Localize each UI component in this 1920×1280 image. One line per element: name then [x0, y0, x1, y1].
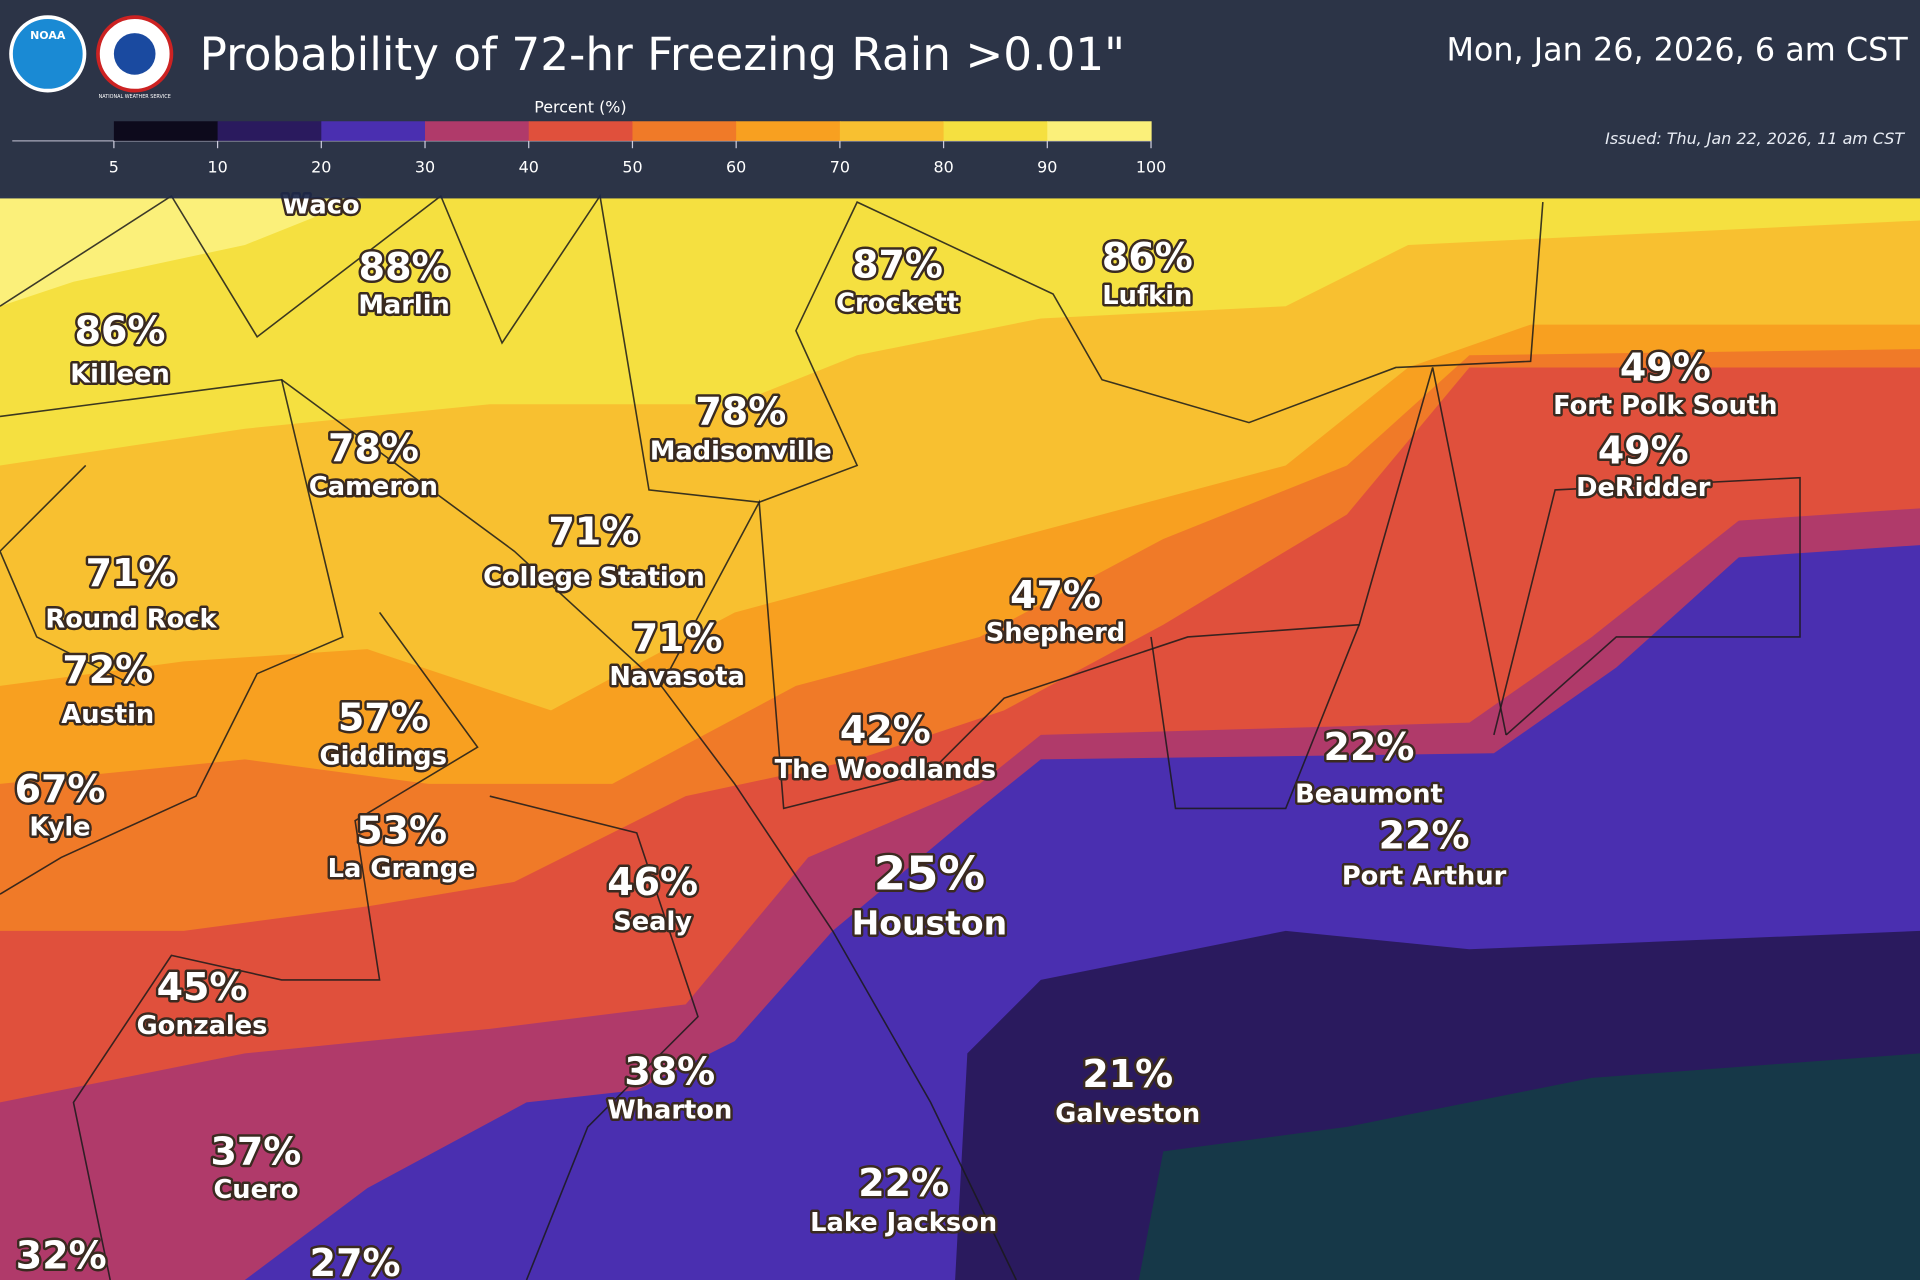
issued-time: Issued: Thu, Jan 22, 2026, 11 am CST	[1605, 129, 1905, 148]
band-90-100	[0, 195, 368, 307]
legend-swatch	[839, 121, 945, 141]
place-percent: 37%	[211, 1129, 302, 1173]
place-percent: 87%	[852, 243, 943, 287]
place-name: Cameron	[309, 472, 438, 502]
place-percent: 46%	[607, 860, 698, 904]
place-name: Navasota	[609, 662, 745, 692]
legend-tick-label: 70	[830, 157, 850, 176]
place-name: Austin	[61, 700, 154, 730]
place-percent: 45%	[157, 965, 248, 1009]
edge-label: 32%	[16, 1233, 107, 1277]
place-percent: 57%	[338, 696, 429, 740]
place-percent: 49%	[1598, 429, 1689, 473]
legend-swatch	[1047, 121, 1152, 141]
gulf-water	[1138, 1053, 1920, 1280]
place-percent: 42%	[840, 708, 931, 752]
place-name: Lake Jackson	[810, 1208, 997, 1238]
legend-swatch	[943, 121, 1048, 141]
nws-logo-center	[113, 33, 156, 75]
place-percent: 88%	[359, 245, 450, 289]
place-name: Sealy	[613, 907, 692, 937]
place-percent: 71%	[548, 510, 639, 554]
place-name: DeRidder	[1576, 473, 1711, 503]
legend: 5 10 20 30 40 50 60 70 80 90 100	[109, 121, 1166, 176]
place-name: Killeen	[70, 359, 169, 389]
place-percent: 71%	[632, 616, 723, 660]
place-percent: 22%	[1324, 725, 1415, 769]
place-name: College Station	[483, 563, 705, 593]
place-name: Giddings	[320, 741, 447, 771]
place-percent: 78%	[328, 426, 419, 470]
legend-tick-label: 80	[933, 157, 953, 176]
place-percent: 86%	[75, 309, 166, 353]
place-name: Galveston	[1055, 1099, 1200, 1129]
place-name: Fort Polk South	[1553, 391, 1777, 421]
title: Probability of 72-hr Freezing Rain >0.01…	[200, 28, 1125, 81]
edge-label: 27%	[310, 1241, 401, 1280]
place-percent: 22%	[1379, 813, 1470, 857]
place-name: The Woodlands	[775, 755, 996, 785]
legend-tick-label: 50	[622, 157, 642, 176]
place-name: Wharton	[607, 1095, 732, 1125]
legend-tick-label: 40	[519, 157, 539, 176]
legend-swatch	[217, 121, 322, 141]
place-name: Kyle	[29, 813, 90, 843]
legend-swatch	[425, 121, 530, 141]
place-percent: 53%	[356, 808, 447, 852]
legend-tick-label: 5	[109, 157, 119, 176]
place-percent: 86%	[1102, 235, 1193, 279]
legend-swatch	[736, 121, 841, 141]
legend-swatch	[321, 121, 426, 141]
header-bar	[0, 0, 1920, 199]
legend-tick-label: 10	[207, 157, 227, 176]
place-percent: 47%	[1010, 573, 1101, 617]
legend-swatch	[528, 121, 634, 141]
legend-tick-label: 90	[1037, 157, 1057, 176]
place-name: Round Rock	[45, 604, 217, 634]
noaa-logo-text: NOAA	[30, 29, 66, 42]
legend-tick-label: 60	[726, 157, 746, 176]
place-name: La Grange	[328, 854, 476, 884]
legend-tick-label: 100	[1136, 157, 1166, 176]
nws-logo-text: NATIONAL WEATHER SERVICE	[99, 94, 171, 100]
place-percent: 49%	[1620, 345, 1711, 389]
valid-time: Mon, Jan 26, 2026, 6 am CST	[1446, 30, 1908, 68]
place-name: Crockett	[836, 288, 959, 318]
place-percent: 22%	[858, 1161, 949, 1205]
legend-label: Percent (%)	[534, 97, 626, 116]
header: NOAA NATIONAL WEATHER SERVICE Probabilit…	[0, 0, 1920, 199]
place-name: Houston	[852, 903, 1008, 942]
place-percent: 21%	[1082, 1052, 1173, 1096]
legend-tick-label: 20	[311, 157, 331, 176]
legend-swatch	[632, 121, 737, 141]
place-name: Port Arthur	[1342, 862, 1507, 892]
legend-tick-label: 30	[415, 157, 435, 176]
place-name: Cuero	[213, 1175, 298, 1205]
noaa-logo	[9, 15, 87, 93]
place-name: Gonzales	[137, 1011, 268, 1041]
place-name: Madisonville	[650, 436, 832, 466]
place-name: Beaumont	[1295, 779, 1443, 809]
place-name: Marlin	[358, 291, 450, 321]
county-lines	[0, 193, 1801, 1280]
place-percent: 72%	[62, 648, 153, 692]
legend-swatch	[113, 121, 219, 141]
place-name: Lufkin	[1102, 281, 1192, 311]
place-percent: 71%	[86, 551, 177, 595]
place-percent: 25%	[874, 847, 985, 901]
place-percent: 78%	[695, 390, 786, 434]
place-name: Shepherd	[986, 618, 1125, 648]
place-percent: 67%	[15, 767, 106, 811]
place-percent: 38%	[624, 1050, 715, 1094]
place-labels: 88%Marlin87%Crockett86%Lufkin86%Killeen7…	[12, 188, 1780, 1280]
